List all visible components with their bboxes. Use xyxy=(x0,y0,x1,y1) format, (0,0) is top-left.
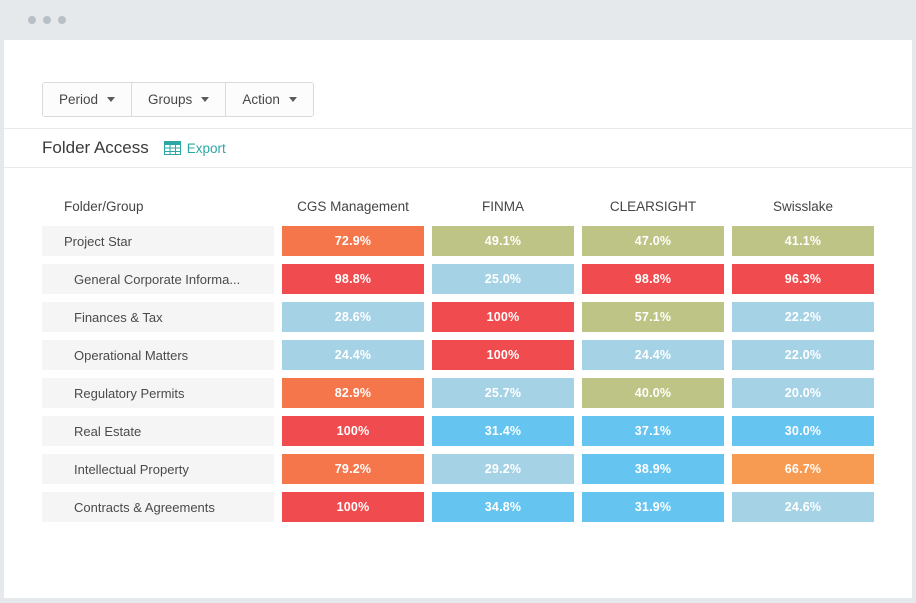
folder-row-label[interactable]: Contracts & Agreements xyxy=(42,492,274,522)
heatmap-cell: 34.8% xyxy=(432,492,574,522)
heatmap-cell: 82.9% xyxy=(282,378,424,408)
toolbar-button-group: Period Groups Action xyxy=(42,82,314,117)
heatmap-cell: 25.0% xyxy=(432,264,574,294)
heatmap-cell: 57.1% xyxy=(582,302,724,332)
toolbar-button-groups[interactable]: Groups xyxy=(132,83,227,116)
heatmap-cell: 79.2% xyxy=(282,454,424,484)
heatmap-cell: 29.2% xyxy=(432,454,574,484)
heatmap-cell: 24.4% xyxy=(582,340,724,370)
toolbar-button-label: Period xyxy=(59,92,99,107)
heatmap-cell: 100% xyxy=(282,492,424,522)
folder-access-table: Folder/Group CGS Management FINMA CLEARSIG… xyxy=(4,168,912,522)
heatmap-cell: 98.8% xyxy=(582,264,724,294)
heatmap-cell: 25.7% xyxy=(432,378,574,408)
column-header: CGS Management xyxy=(297,198,409,214)
folder-row-label[interactable]: Project Star xyxy=(42,226,274,256)
heatmap-cell: 100% xyxy=(432,302,574,332)
caret-down-icon xyxy=(288,97,297,102)
export-button[interactable]: Export xyxy=(163,140,226,156)
heatmap-cell: 100% xyxy=(432,340,574,370)
toolbar: Period Groups Action xyxy=(4,40,912,128)
heatmap-header-row: Folder/Group CGS Management FINMA CLEARSIG… xyxy=(42,194,874,218)
toolbar-button-period[interactable]: Period xyxy=(43,83,133,116)
heatmap-cell: 96.3% xyxy=(732,264,874,294)
main-panel: Period Groups Action Folder Access Export … xyxy=(4,40,912,598)
heatmap-cell: 22.2% xyxy=(732,302,874,332)
caret-down-icon xyxy=(201,97,210,102)
panel-header: Folder Access Export xyxy=(4,128,912,168)
heatmap-cell: 98.8% xyxy=(282,264,424,294)
heatmap-cell: 41.1% xyxy=(732,226,874,256)
heatmap-cell: 31.4% xyxy=(432,416,574,446)
heatmap-cell: 31.9% xyxy=(582,492,724,522)
page-title: Folder Access xyxy=(42,138,149,157)
window-control-dot[interactable] xyxy=(58,16,66,24)
row-header-label: Folder/Group xyxy=(64,198,144,214)
caret-down-icon xyxy=(107,97,116,102)
folder-row-label[interactable]: Real Estate xyxy=(42,416,274,446)
column-header: Swisslake xyxy=(772,198,834,214)
heatmap-cell: 24.4% xyxy=(282,340,424,370)
folder-row-label[interactable]: Regulatory Permits xyxy=(42,378,274,408)
heatmap-cell: 47.0% xyxy=(582,226,724,256)
toolbar-button-label: Groups xyxy=(148,92,193,107)
folder-row-label[interactable]: General Corporate Informa... xyxy=(42,264,274,294)
table-grid-icon xyxy=(163,141,181,155)
folder-row-label[interactable]: Operational Matters xyxy=(42,340,274,370)
heatmap-cell: 28.6% xyxy=(282,302,424,332)
export-label: Export xyxy=(186,140,226,156)
column-header: FINMA xyxy=(482,198,524,214)
window-control-dot[interactable] xyxy=(28,16,36,24)
heatmap-body: Project Star 72.9% 49.1% 47.0% 41.1% General … xyxy=(42,226,874,522)
heatmap-cell: 72.9% xyxy=(282,226,424,256)
column-header: CLEARSIGHT xyxy=(609,198,697,214)
folder-row-label[interactable]: Intellectual Property xyxy=(42,454,274,484)
heatmap-cell: 22.0% xyxy=(732,340,874,370)
heatmap-cell: 100% xyxy=(282,416,424,446)
window-control-dot[interactable] xyxy=(43,16,51,24)
toolbar-button-action[interactable]: Action xyxy=(226,83,313,116)
heatmap-cell: 37.1% xyxy=(582,416,724,446)
heatmap-cell: 66.7% xyxy=(732,454,874,484)
folder-row-label[interactable]: Finances & Tax xyxy=(42,302,274,332)
heatmap-cell: 24.6% xyxy=(732,492,874,522)
heatmap-cell: 20.0% xyxy=(732,378,874,408)
heatmap-cell: 49.1% xyxy=(432,226,574,256)
heatmap-cell: 38.9% xyxy=(582,454,724,484)
heatmap-cell: 40.0% xyxy=(582,378,724,408)
toolbar-button-label: Action xyxy=(242,92,280,107)
window-titlebar xyxy=(0,0,916,40)
heatmap-cell: 30.0% xyxy=(732,416,874,446)
